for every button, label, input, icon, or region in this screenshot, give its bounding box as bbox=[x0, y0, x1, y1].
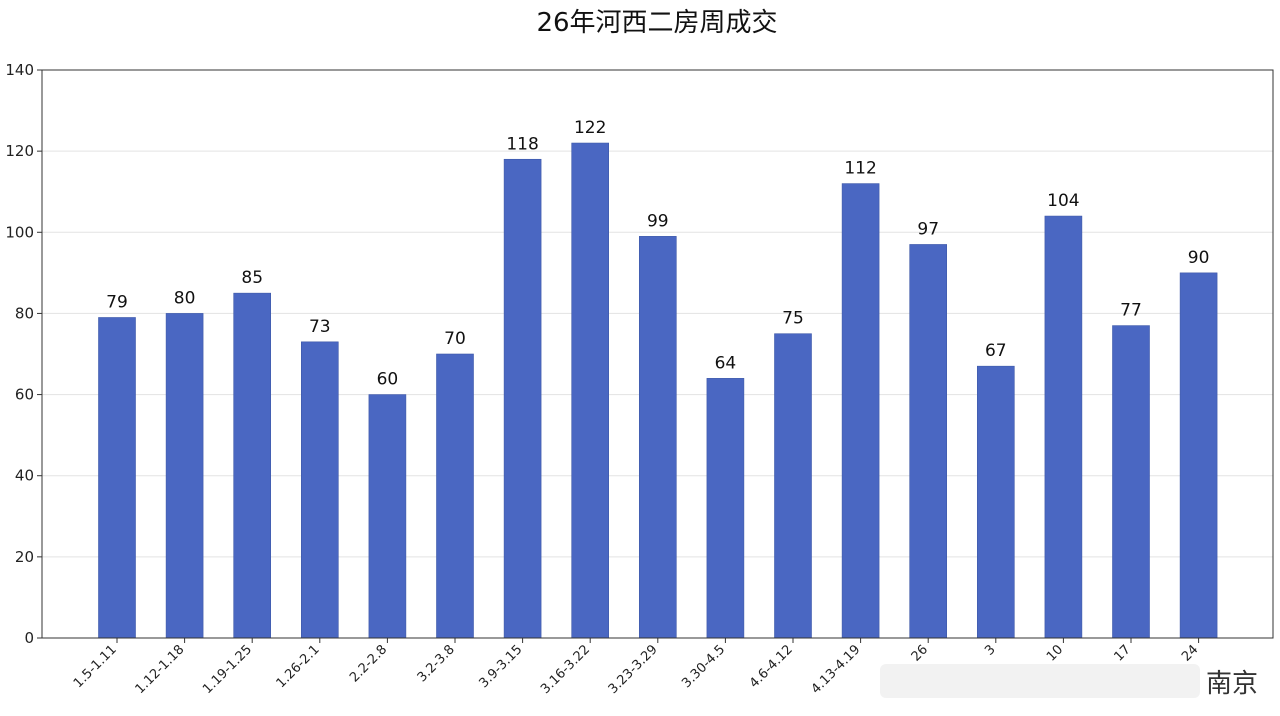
y-tick-label: 60 bbox=[15, 386, 34, 404]
y-tick-label: 20 bbox=[15, 548, 34, 566]
watermark-text: 南京 bbox=[1206, 669, 1258, 699]
bar bbox=[1044, 215, 1083, 639]
x-tick-label: 1.26-2.1 bbox=[274, 642, 323, 691]
y-tick-label: 0 bbox=[24, 629, 34, 647]
data-label: 112 bbox=[844, 159, 876, 179]
watermark-bar bbox=[880, 664, 1200, 698]
chart-title: 26年河西二房周成交 bbox=[536, 8, 777, 38]
bar bbox=[503, 158, 542, 639]
bar bbox=[165, 313, 204, 639]
data-label: 122 bbox=[574, 118, 606, 138]
data-label: 97 bbox=[917, 219, 939, 239]
data-label: 77 bbox=[1120, 301, 1142, 321]
x-tick-label: 3.16-3.22 bbox=[538, 642, 593, 697]
data-label: 118 bbox=[506, 134, 538, 154]
bar bbox=[300, 341, 339, 639]
x-tick-label: 2.2-2.8 bbox=[347, 642, 390, 685]
watermark: 南京 bbox=[880, 664, 1258, 699]
bar bbox=[909, 244, 948, 639]
data-label: 64 bbox=[715, 353, 737, 373]
x-tick-label: 1.12-1.18 bbox=[133, 642, 188, 697]
x-tick-label: 3.2-3.8 bbox=[415, 642, 458, 685]
data-label: 67 bbox=[985, 341, 1007, 361]
data-label: 104 bbox=[1047, 191, 1079, 211]
x-tick-label: 4.13-4.19 bbox=[809, 642, 864, 697]
bars: 79 80 85 73 60 70 118 122 99 64 75 112 97 67 104 77 90 bbox=[98, 118, 1218, 639]
x-tick-label: 1.19-1.25 bbox=[200, 642, 255, 697]
x-tick-label: 3.23-3.29 bbox=[606, 642, 661, 697]
x-tick-label: 3 bbox=[982, 642, 998, 658]
bar bbox=[841, 183, 880, 639]
data-label: 60 bbox=[377, 370, 399, 390]
x-tick-label: 3.9-3.15 bbox=[476, 642, 525, 691]
bar bbox=[638, 236, 677, 639]
plot-frame bbox=[41, 69, 1274, 639]
x-tick-label: 26 bbox=[909, 642, 931, 664]
data-label: 75 bbox=[782, 309, 804, 329]
y-tick-label: 120 bbox=[5, 142, 34, 160]
data-label: 79 bbox=[106, 292, 128, 312]
data-label: 70 bbox=[444, 329, 466, 349]
x-tick-label: 24 bbox=[1179, 642, 1201, 664]
bar bbox=[976, 365, 1015, 639]
x-tick-label: 3.30-4.5 bbox=[679, 642, 728, 691]
bar bbox=[571, 142, 610, 639]
y-tick-label: 40 bbox=[15, 467, 34, 485]
x-tick-label: 17 bbox=[1112, 642, 1134, 664]
bar bbox=[1179, 272, 1218, 639]
bar bbox=[436, 353, 474, 639]
y-axis: 0 20 40 60 80 100 120 140 bbox=[5, 61, 42, 647]
data-label: 90 bbox=[1188, 248, 1210, 268]
bar bbox=[706, 378, 745, 639]
y-tick-label: 80 bbox=[15, 304, 34, 322]
x-tick-label: 4.6-4.12 bbox=[747, 642, 796, 691]
data-label: 85 bbox=[241, 268, 263, 288]
data-label: 80 bbox=[174, 288, 196, 308]
x-tick-label: 10 bbox=[1044, 642, 1066, 664]
bar bbox=[774, 333, 812, 639]
y-tick-label: 140 bbox=[5, 61, 34, 79]
y-tick-label: 100 bbox=[5, 223, 34, 241]
bar bbox=[233, 292, 271, 639]
bar bbox=[368, 394, 407, 639]
bar bbox=[1112, 325, 1150, 639]
data-label: 73 bbox=[309, 317, 331, 337]
data-label: 99 bbox=[647, 211, 669, 231]
bar bbox=[98, 317, 136, 639]
x-tick-label: 1.5-1.11 bbox=[71, 642, 120, 691]
